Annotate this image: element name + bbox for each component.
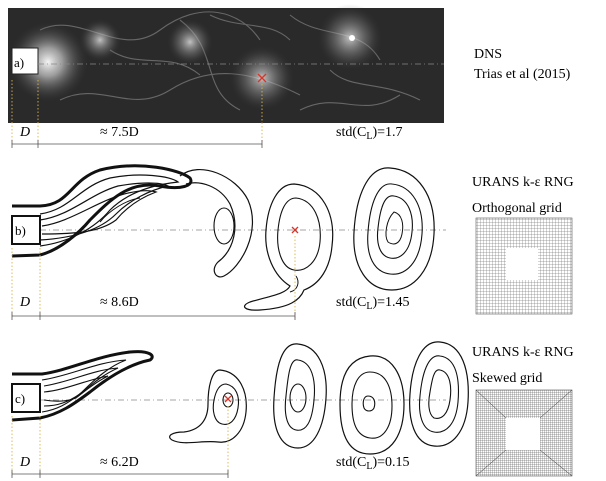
panel-b: b) D ≈ 8.6D std(CL)=1.45 URANS k-ε RNG O… <box>11 164 574 320</box>
body-square <box>11 47 39 75</box>
wake-contours <box>11 341 469 455</box>
panel-letter: b) <box>15 223 26 238</box>
std-label: std(CL)=1.7 <box>336 125 403 142</box>
panel-letter: a) <box>14 55 24 70</box>
distance-label: ≈ 6.2D <box>100 455 139 470</box>
panel-title-line1: URANS k-ε RNG <box>472 345 574 360</box>
panel-a: a) D ≈ 7.5D std(CL)=1.7 DNS Trias et al … <box>8 4 571 148</box>
d-label: D <box>19 295 30 310</box>
vortex-center-marker <box>291 226 299 234</box>
panel-title-line2: Skewed grid <box>472 371 542 386</box>
panel-title-line2: Orthogonal grid <box>472 201 562 216</box>
body-square <box>11 215 41 245</box>
distance-label: ≈ 8.6D <box>100 295 139 310</box>
panel-c: c) D ≈ 6.2D std(CL)=0.15 URANS k-ε RNG S… <box>11 341 574 478</box>
wake-contours <box>11 164 435 311</box>
vortex-center-marker <box>257 73 267 83</box>
d-label: D <box>19 455 30 470</box>
distance-label: ≈ 7.5D <box>100 125 139 140</box>
vortex-center-marker <box>224 395 232 403</box>
panel-title-line2: Trias et al (2015) <box>474 67 571 82</box>
d-label: D <box>19 125 30 140</box>
panel-title-line1: URANS k-ε RNG <box>472 175 574 190</box>
panel-letter: c) <box>15 391 25 406</box>
orthogonal-grid-thumbnail <box>475 217 573 315</box>
std-label: std(CL)=0.15 <box>336 455 410 472</box>
body-square <box>11 383 41 413</box>
panel-title-line1: DNS <box>474 47 502 62</box>
skewed-grid-thumbnail <box>475 389 573 477</box>
std-label: std(CL)=1.45 <box>336 295 410 312</box>
